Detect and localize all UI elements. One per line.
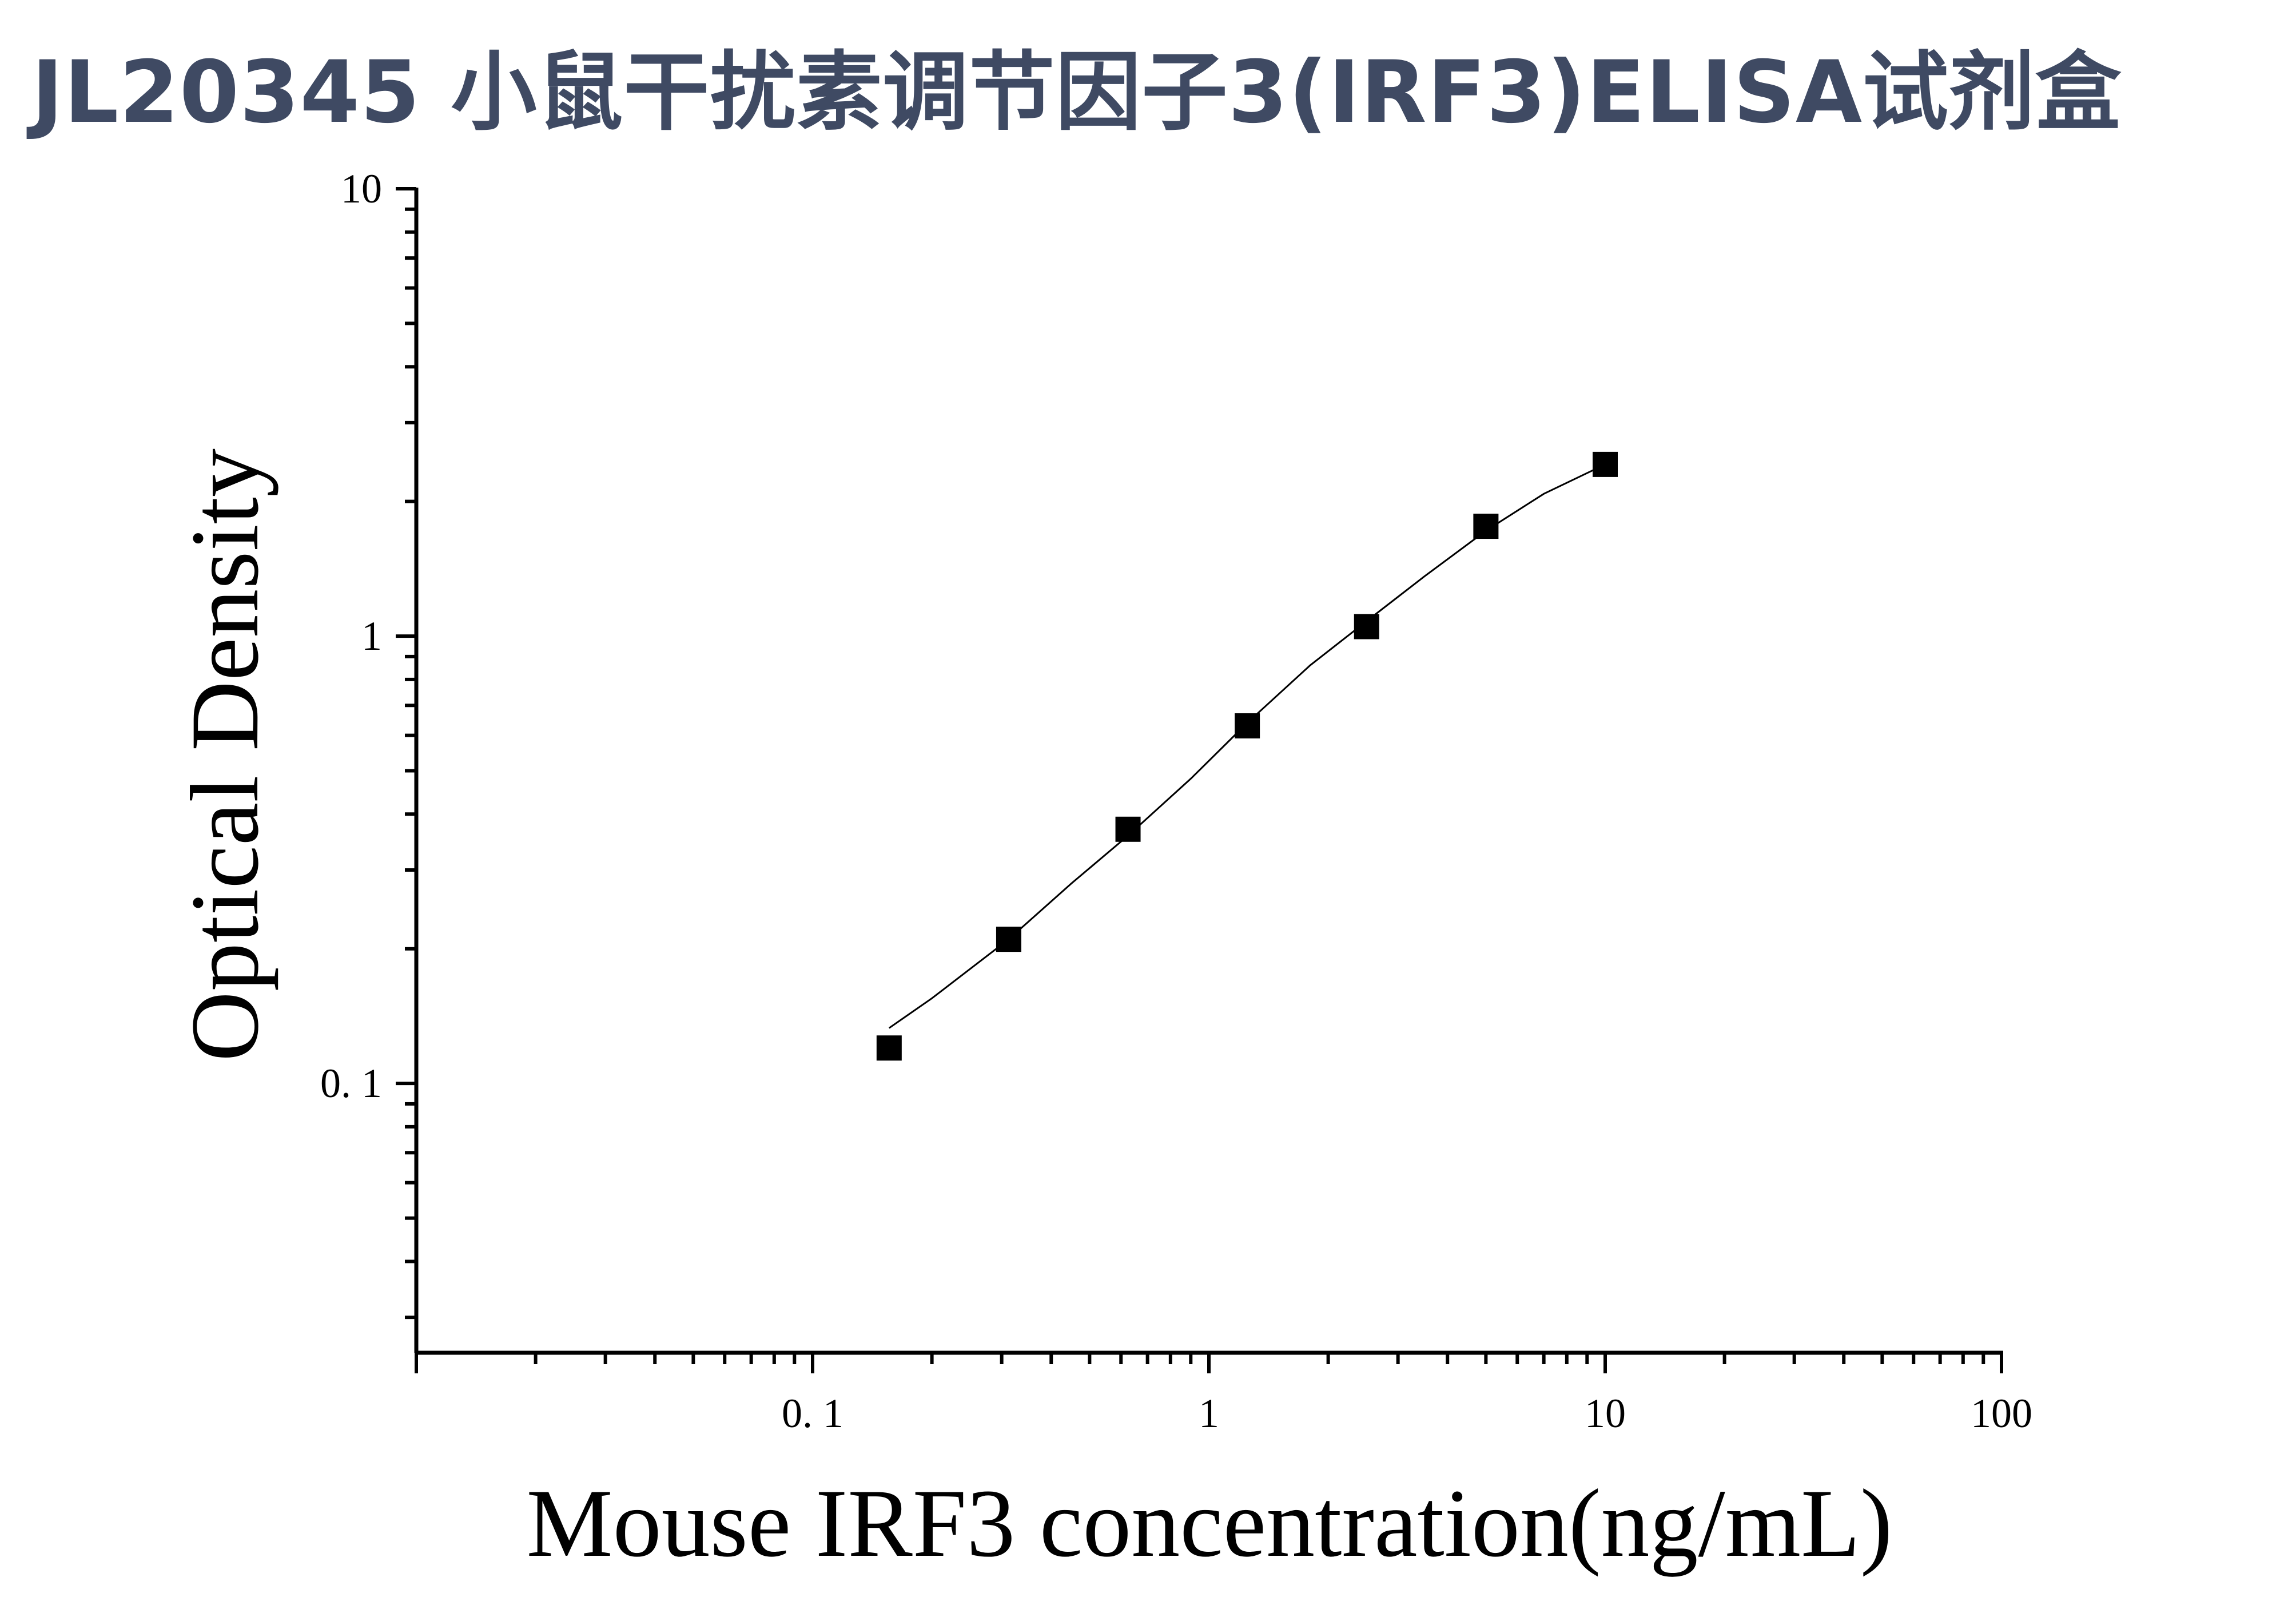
- data-points: [876, 451, 1618, 1061]
- x-tick-label: 0. 1: [782, 1391, 843, 1436]
- data-point: [1115, 816, 1141, 842]
- x-tick-label: 1: [1199, 1391, 1219, 1436]
- y-tick-label: 1: [361, 613, 382, 659]
- y-tick-label: 0. 1: [320, 1060, 382, 1106]
- x-tick-label: 10: [1585, 1391, 1626, 1436]
- data-point: [1235, 713, 1260, 739]
- data-point: [1593, 451, 1618, 477]
- x-tick-label: 100: [1971, 1391, 2032, 1436]
- tick-labels: 0. 1 1 10 100 0. 1 1 10: [320, 166, 2032, 1436]
- axes: [414, 188, 2003, 1355]
- data-point: [876, 1035, 902, 1061]
- page-title: JL20345 小鼠干扰素调节因子3(IRF3)ELISA试剂盒: [31, 43, 2122, 142]
- ticks: [396, 187, 2003, 1373]
- y-axis-label: Optical Density: [171, 448, 278, 1062]
- data-point: [996, 927, 1021, 952]
- data-point: [1354, 614, 1379, 639]
- x-axis-label: Mouse IRF3 concentration(ng/mL): [527, 1469, 1893, 1577]
- y-tick-label: 10: [341, 166, 382, 212]
- data-point: [1473, 514, 1499, 539]
